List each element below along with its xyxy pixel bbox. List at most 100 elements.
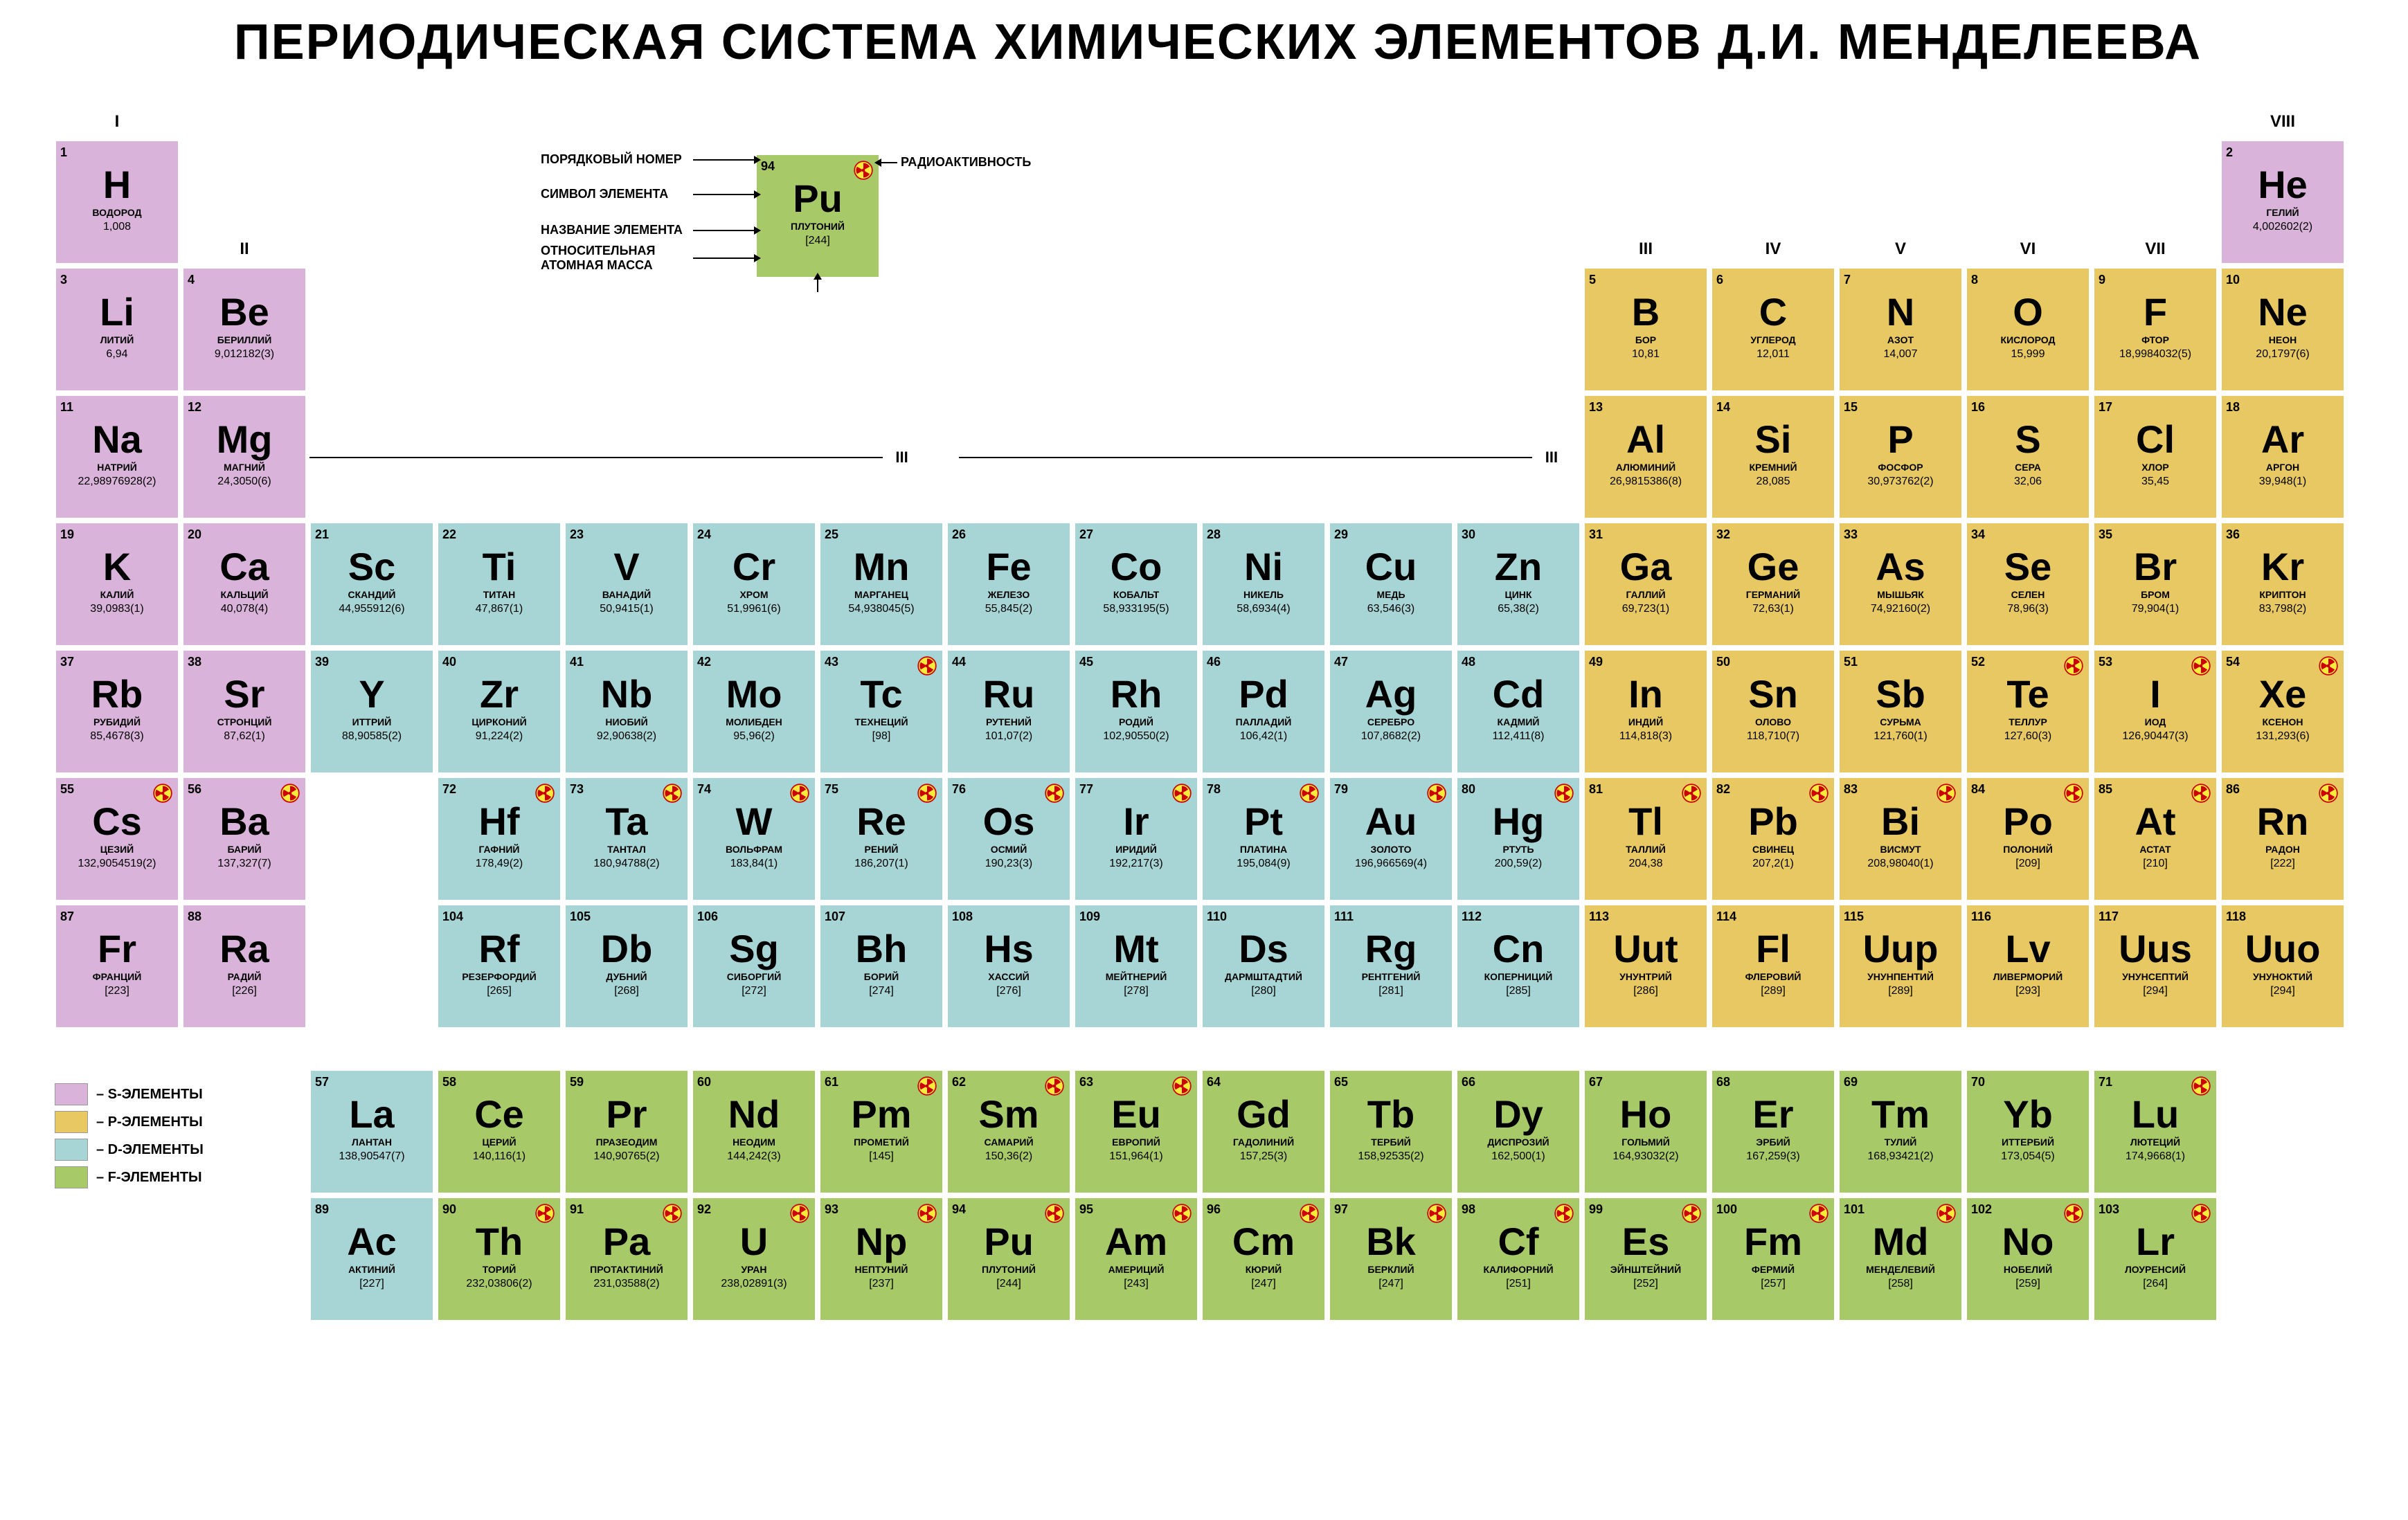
radioactive-badge bbox=[2064, 784, 2083, 803]
key-arrow-line-3 bbox=[693, 257, 755, 259]
radioactive-badge bbox=[2064, 1204, 2083, 1223]
legend-row-p: – P-ЭЛЕМЕНТЫ bbox=[55, 1111, 204, 1133]
atomic-mass: 157,25(3) bbox=[1207, 1150, 1320, 1163]
atomic-mass: 10,81 bbox=[1589, 348, 1702, 361]
atomic-number: 117 bbox=[2099, 910, 2212, 924]
radioactive-icon bbox=[1682, 784, 1701, 803]
atomic-number: 50 bbox=[1716, 655, 1830, 669]
element-name: ЛИТИЙ bbox=[60, 334, 174, 345]
element-symbol: Ru bbox=[952, 675, 1066, 714]
element-name: РЕНИЙ bbox=[825, 844, 938, 855]
atomic-number: 106 bbox=[697, 910, 811, 924]
element-name: РЕНТГЕНИЙ bbox=[1334, 971, 1448, 982]
atomic-number: 118 bbox=[2226, 910, 2339, 924]
element-symbol: At bbox=[2099, 802, 2212, 841]
element-name: СЕЛЕН bbox=[1971, 589, 2085, 600]
element-symbol: Pu bbox=[952, 1222, 1066, 1261]
element-symbol: I bbox=[2099, 675, 2212, 714]
element-cell-hs: 108HsХАССИЙ[276] bbox=[946, 904, 1071, 1029]
atomic-mass: 118,710(7) bbox=[1716, 730, 1830, 743]
atomic-mass: 138,90547(7) bbox=[315, 1150, 429, 1163]
element-cell-au: 79 AuЗОЛОТО196,966569(4) bbox=[1329, 777, 1453, 901]
element-cell-y: 39YИТТРИЙ88,90585(2) bbox=[309, 649, 434, 774]
atomic-mass: 232,03806(2) bbox=[442, 1278, 556, 1290]
atomic-mass: 40,078(4) bbox=[188, 603, 301, 615]
atomic-mass: 112,411(8) bbox=[1462, 730, 1575, 743]
element-name: НЕОН bbox=[2226, 334, 2339, 345]
atomic-number: 1 bbox=[60, 145, 174, 160]
element-cell-pt: 78 PtПЛАТИНА195,084(9) bbox=[1201, 777, 1326, 901]
element-cell-ba: 56 BaБАРИЙ137,327(7) bbox=[182, 777, 307, 901]
element-symbol: Fe bbox=[952, 548, 1066, 586]
element-cell-yb: 70YbИТТЕРБИЙ173,054(5) bbox=[1966, 1069, 2090, 1194]
element-cell-xe: 54 XeКСЕНОН131,293(6) bbox=[2220, 649, 2345, 774]
atomic-number: 69 bbox=[1844, 1075, 1957, 1089]
key-arrowhead-2 bbox=[754, 226, 761, 235]
subgroup-label-left: III bbox=[895, 449, 908, 467]
element-cell-pa: 91 PaПРОТАКТИНИЙ231,03588(2) bbox=[564, 1197, 689, 1321]
element-name: СУРЬМА bbox=[1844, 716, 1957, 727]
element-name: ФЕРМИЙ bbox=[1716, 1264, 1830, 1275]
element-name: НЕПТУНИЙ bbox=[825, 1264, 938, 1275]
element-symbol: Fr bbox=[60, 930, 174, 968]
element-cell-ir: 77 IrИРИДИЙ192,217(3) bbox=[1074, 777, 1198, 901]
atomic-mass: 9,012182(3) bbox=[188, 348, 301, 361]
element-symbol: K bbox=[60, 548, 174, 586]
element-symbol: Re bbox=[825, 802, 938, 841]
radioactive-badge bbox=[1554, 784, 1574, 803]
radioactive-icon bbox=[1937, 1204, 1956, 1223]
atomic-number: 8 bbox=[1971, 273, 2085, 287]
radioactive-badge bbox=[1045, 1076, 1064, 1096]
element-cell-lv: 116LvЛИВЕРМОРИЙ[293] bbox=[1966, 904, 2090, 1029]
element-cell-kr: 36KrКРИПТОН83,798(2) bbox=[2220, 522, 2345, 646]
atomic-mass: 173,054(5) bbox=[1971, 1150, 2085, 1163]
element-symbol: V bbox=[570, 548, 683, 586]
atomic-number: 15 bbox=[1844, 400, 1957, 415]
radioactive-icon bbox=[2064, 784, 2083, 803]
element-symbol: Zr bbox=[442, 675, 556, 714]
atomic-mass: 101,07(2) bbox=[952, 730, 1066, 743]
element-cell-al: 13AlАЛЮМИНИЙ26,9815386(8) bbox=[1583, 395, 1708, 519]
element-symbol: Se bbox=[1971, 548, 2085, 586]
element-symbol: Li bbox=[60, 293, 174, 332]
element-cell-c: 6CУГЛЕРОД12,011 bbox=[1711, 267, 1835, 392]
element-cell-am: 95 AmАМЕРИЦИЙ[243] bbox=[1074, 1197, 1198, 1321]
element-cell-uus: 117UusУНУНСЕПТИЙ[294] bbox=[2093, 904, 2218, 1029]
element-symbol: Cr bbox=[697, 548, 811, 586]
radioactive-icon bbox=[2191, 656, 2211, 676]
element-name: ГЕЛИЙ bbox=[2226, 207, 2339, 218]
atomic-mass: 178,49(2) bbox=[442, 858, 556, 870]
element-name: КАЛЬЦИЙ bbox=[188, 589, 301, 600]
atomic-mass: [289] bbox=[1844, 985, 1957, 997]
radioactive-icon bbox=[1045, 1204, 1064, 1223]
element-symbol: Hg bbox=[1462, 802, 1575, 841]
element-symbol: Zn bbox=[1462, 548, 1575, 586]
element-cell-mg: 12MgМАГНИЙ24,3050(6) bbox=[182, 395, 307, 519]
element-name: АКТИНИЙ bbox=[315, 1264, 429, 1275]
element-cell-mt: 109MtМЕЙТНЕРИЙ[278] bbox=[1074, 904, 1198, 1029]
element-symbol: Kr bbox=[2226, 548, 2339, 586]
key-label-0: ПОРЯДКОВЫЙ НОМЕР bbox=[541, 152, 682, 167]
atomic-number: 31 bbox=[1589, 527, 1702, 542]
element-name: УНУНПЕНТИЙ bbox=[1844, 971, 1957, 982]
element-cell-cf: 98 CfКалифорний[251] bbox=[1456, 1197, 1581, 1321]
radioactive-badge bbox=[790, 784, 809, 803]
atomic-number: 40 bbox=[442, 655, 556, 669]
element-cell-si: 14SiКРЕМНИЙ28,085 bbox=[1711, 395, 1835, 519]
key-label-3: ОТНОСИТЕЛЬНАЯАТОМНАЯ МАССА bbox=[541, 244, 655, 273]
element-name: ИТТРИЙ bbox=[315, 716, 429, 727]
atomic-mass: 50,9415(1) bbox=[570, 603, 683, 615]
element-cell-po: 84 PoПОЛОНИЙ[209] bbox=[1966, 777, 2090, 901]
element-cell-sg: 106SgСИБОРГИЙ[272] bbox=[692, 904, 816, 1029]
legend-swatch-d bbox=[55, 1139, 88, 1161]
element-cell-sc: 21ScСКАНДИЙ44,955912(6) bbox=[309, 522, 434, 646]
radioactive-badge bbox=[1809, 1204, 1829, 1223]
element-symbol: Lu bbox=[2099, 1095, 2212, 1134]
atomic-number: 87 bbox=[60, 910, 174, 924]
atomic-mass: [209] bbox=[1971, 858, 2085, 870]
element-symbol: Er bbox=[1716, 1095, 1830, 1134]
radioactive-badge bbox=[1045, 1204, 1064, 1223]
atomic-number: 14 bbox=[1716, 400, 1830, 415]
element-cell-ho: 67HoГОЛЬМИЙ164,93032(2) bbox=[1583, 1069, 1708, 1194]
element-name: ДИСПРОЗИЙ bbox=[1462, 1137, 1575, 1148]
